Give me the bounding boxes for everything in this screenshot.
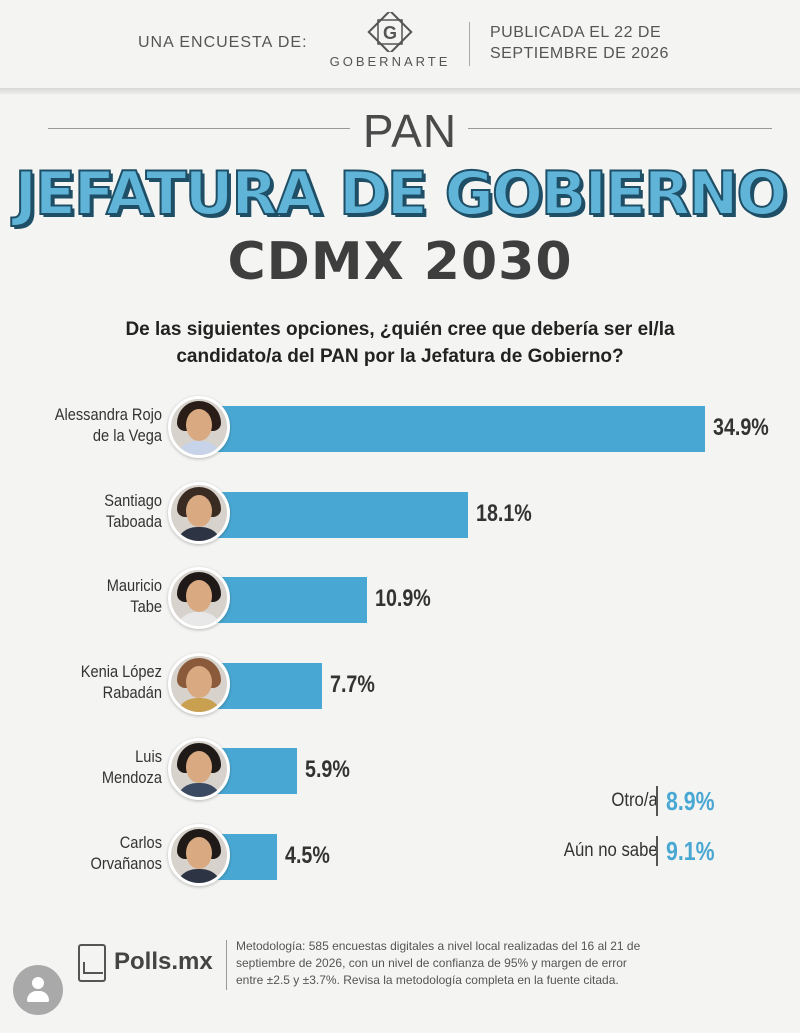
- methodology-line3: entre ±2.5 y ±3.7%. Revisa la metodologí…: [236, 973, 619, 987]
- stat-other: Otro/a 8.9%: [520, 784, 740, 818]
- candidate-photo: [168, 396, 230, 458]
- candidate-name-line: Taboada: [105, 511, 162, 531]
- candidate-name-line: de la Vega: [92, 426, 162, 445]
- polls-mx-logo: Polls.mx: [78, 944, 218, 990]
- candidate-photo: [168, 823, 230, 886]
- bar-chart: Alessandra Rojo de la Vega 34.9% Santiago Ta…: [0, 380, 800, 900]
- candidate-photo-face: [186, 494, 212, 527]
- footer-divider: [226, 940, 227, 990]
- candidate-photo-face: [186, 580, 212, 612]
- candidate-name-line: Luis: [135, 747, 162, 766]
- polls-chart-icon: [78, 944, 106, 982]
- publication-date-line2: SEPTIEMBRE DE 2026: [490, 45, 669, 62]
- stat-other-value: 8.9%: [666, 786, 715, 816]
- bar-value-label: 5.9%: [305, 756, 350, 783]
- candidate-photo: [168, 481, 230, 544]
- candidate-photo: [168, 738, 230, 800]
- party-title: PAN: [362, 105, 458, 157]
- gobernarte-logo-icon: G: [367, 12, 413, 52]
- candidate-photo-face: [186, 836, 212, 869]
- chart-row: Alessandra Rojo de la Vega 34.9%: [0, 390, 800, 470]
- methodology-line2: septiembre de 2026, con un nivel de conf…: [236, 956, 627, 970]
- header-rule: [0, 88, 800, 94]
- publication-date-line1: PUBLICADA EL 22 DE: [490, 24, 662, 41]
- candidate-photo-body: [175, 868, 223, 883]
- chart-row: Kenia López Rabadán 7.7%: [0, 647, 800, 727]
- survey-question-line2: candidato/a del PAN por la Jefatura de G…: [176, 346, 624, 367]
- candidate-name-line: Rabadán: [102, 682, 162, 702]
- chart-bar: [214, 662, 322, 709]
- gobernarte-logo: G GOBERNARTE: [320, 12, 460, 74]
- candidate-name: Carlos Orvañanos: [40, 832, 162, 874]
- survey-intro: UNA ENCUESTA DE:: [138, 34, 308, 51]
- bar-value-label: 4.5%: [285, 841, 330, 869]
- bar-value-label: 18.1%: [476, 499, 532, 527]
- candidate-name-line: Mauricio: [106, 576, 162, 595]
- candidate-photo: [168, 567, 230, 629]
- stat-undecided-value: 9.1%: [666, 836, 715, 866]
- candidate-name-line: Mendoza: [101, 768, 162, 787]
- chart-row: Mauricio Tabe 10.9%: [0, 561, 800, 641]
- candidate-name-line: Santiago: [104, 490, 162, 510]
- stat-other-label: Otro/a: [611, 790, 658, 811]
- candidate-photo-face: [186, 751, 212, 783]
- chart-row: Santiago Taboada 18.1%: [0, 476, 800, 556]
- chart-bar: [214, 406, 705, 452]
- stat-undecided: Aún no sabe 9.1%: [520, 834, 740, 868]
- svg-text:G: G: [383, 23, 397, 43]
- candidate-photo: [168, 652, 230, 715]
- user-avatar-head: [32, 977, 44, 989]
- party-rule-left: [48, 128, 350, 129]
- candidate-name: Alessandra Rojo de la Vega: [40, 404, 162, 446]
- candidate-name-line: Orvañanos: [90, 853, 162, 873]
- user-avatar-body: [27, 991, 49, 1002]
- stat-undecided-divider: [656, 836, 658, 866]
- candidate-name: Santiago Taboada: [40, 490, 162, 532]
- survey-question-line1: De las siguientes opciones, ¿quién cree …: [125, 319, 675, 340]
- polls-brand: Polls.mx: [114, 948, 213, 975]
- chart-row: Carlos Orvañanos 4.5%: [0, 818, 800, 898]
- main-title: JEFATURA DE GOBIERNO: [14, 158, 789, 230]
- bar-value-label: 10.9%: [375, 585, 431, 612]
- stat-other-divider: [656, 786, 658, 816]
- candidate-photo-body: [175, 783, 223, 797]
- chart-bar: [214, 491, 468, 538]
- candidate-name-line: Alessandra Rojo: [54, 405, 162, 424]
- candidate-photo-body: [175, 612, 223, 626]
- candidate-photo-body: [175, 441, 223, 455]
- candidate-photo-face: [186, 409, 212, 441]
- candidate-name: Mauricio Tabe: [40, 575, 162, 617]
- chart-bar: [214, 577, 367, 623]
- publication-date: PUBLICADA EL 22 DE SEPTIEMBRE DE 2026: [490, 22, 710, 64]
- candidate-name: Kenia López Rabadán: [40, 661, 162, 703]
- stat-undecided-label: Aún no sabe: [564, 840, 658, 861]
- party-rule-right: [468, 128, 772, 129]
- methodology-note: Metodología: 585 encuestas digitales a n…: [236, 938, 726, 989]
- candidate-name: Luis Mendoza: [40, 746, 162, 788]
- gobernarte-wordmark: GOBERNARTE: [329, 54, 451, 69]
- candidate-name-line: Kenia López: [80, 661, 162, 681]
- header-divider: [469, 22, 470, 66]
- candidate-photo-body: [175, 697, 223, 712]
- methodology-line1: Metodología: 585 encuestas digitales a n…: [236, 939, 641, 953]
- bar-value-label: 34.9%: [713, 414, 769, 441]
- user-avatar-icon[interactable]: [13, 965, 63, 1015]
- survey-header: UNA ENCUESTA DE: G GOBERNARTE PUBLICADA …: [0, 0, 800, 88]
- candidate-photo-face: [186, 665, 212, 698]
- survey-question: De las siguientes opciones, ¿quién cree …: [40, 316, 760, 370]
- sub-title: CDMX 2030: [227, 232, 573, 292]
- candidate-name-line: Carlos: [119, 832, 162, 852]
- candidate-photo-body: [175, 526, 223, 541]
- chart-row: Luis Mendoza 5.9%: [0, 732, 800, 812]
- bar-value-label: 7.7%: [330, 670, 375, 698]
- candidate-name-line: Tabe: [130, 597, 162, 616]
